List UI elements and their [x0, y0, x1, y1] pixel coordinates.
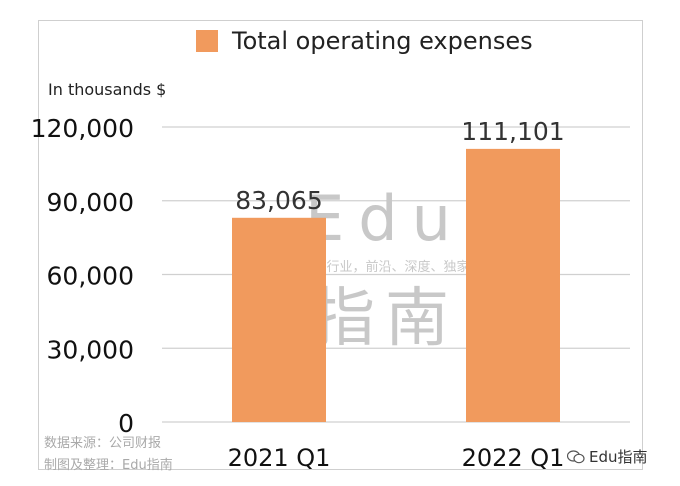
source-note: 数据来源：公司财报 [44, 436, 162, 451]
brand-label: Edu指南 [567, 446, 648, 467]
y-tick-label: 0 [118, 409, 134, 438]
legend-label: Total operating expenses [231, 27, 533, 55]
watermark-slogan: 教育行业，前沿、深度、独家 [300, 259, 469, 275]
x-tick-label: 2022 Q1 [462, 444, 565, 472]
y-tick-label: 90,000 [47, 188, 134, 217]
bar-value-label: 83,065 [235, 186, 322, 215]
watermark-edu: Edu [305, 182, 465, 255]
watermark-zhinan: 指南 [311, 282, 459, 356]
y-tick-label: 60,000 [47, 262, 134, 291]
y-axis-label: In thousands $ [48, 80, 166, 99]
y-tick-label: 120,000 [31, 114, 134, 143]
wechat-icon [567, 449, 585, 464]
brand-text: Edu指南 [589, 448, 648, 466]
x-tick-label: 2021 Q1 [228, 444, 331, 472]
bar [232, 217, 326, 422]
bar [466, 148, 560, 422]
legend-swatch [196, 30, 218, 52]
bar-value-label: 111,101 [461, 117, 564, 146]
credit-note: 制图及整理：Edu指南 [44, 458, 173, 473]
y-tick-label: 30,000 [47, 335, 134, 364]
